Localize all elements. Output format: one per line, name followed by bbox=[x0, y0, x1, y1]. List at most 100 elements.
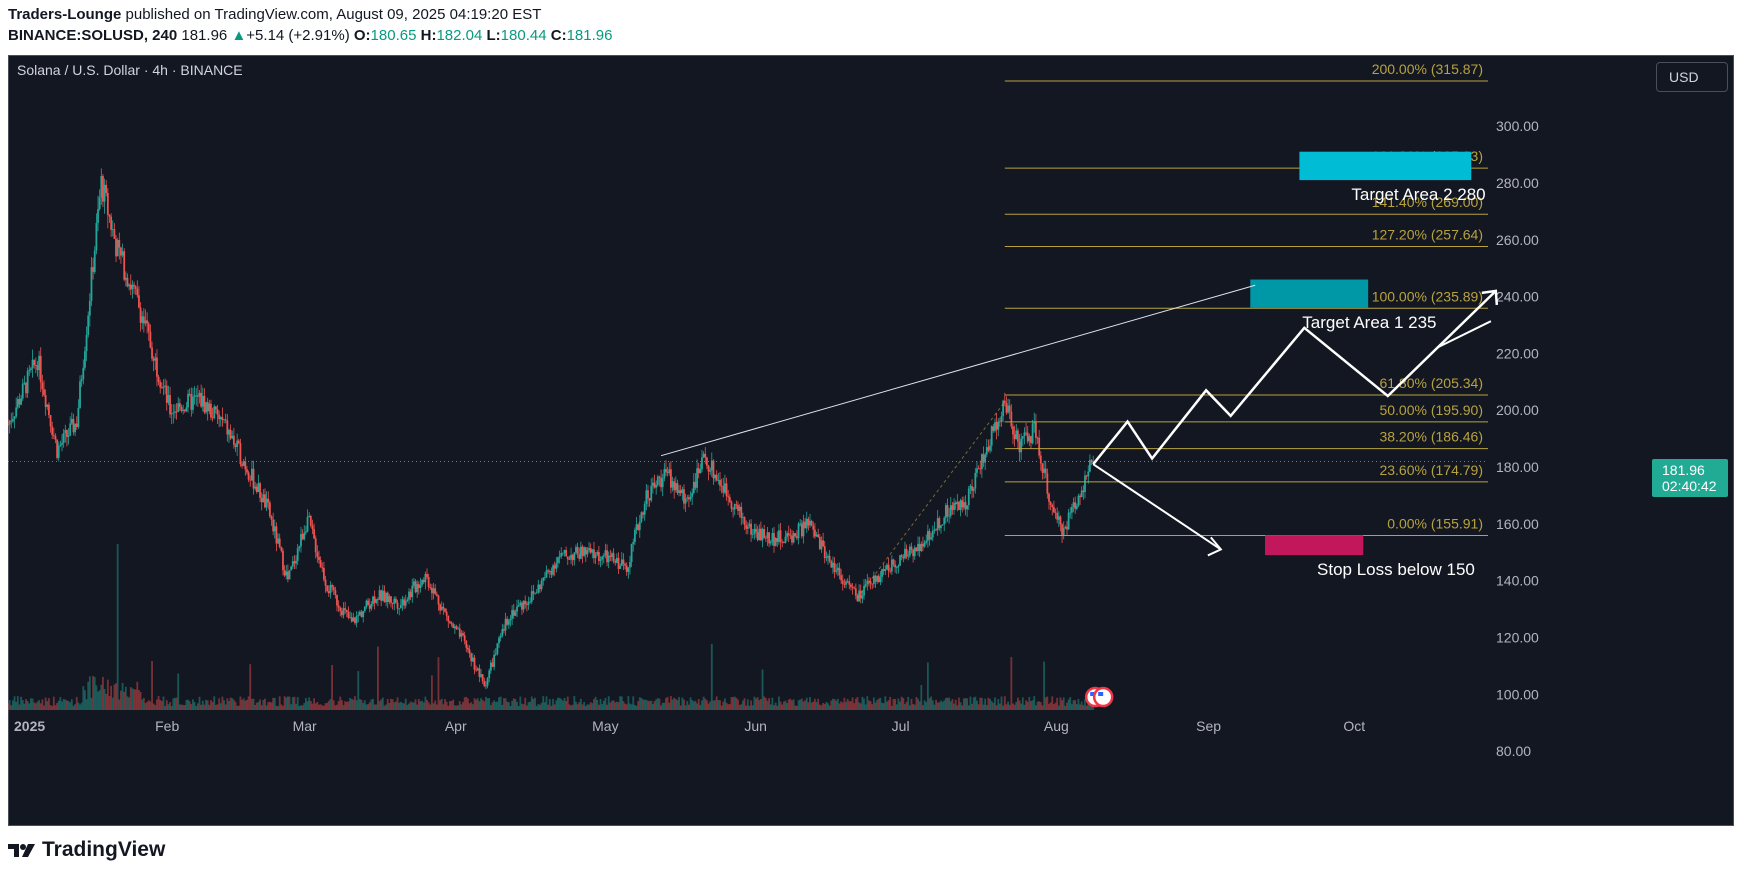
chart-panel[interactable] bbox=[8, 55, 1734, 826]
candle bbox=[275, 522, 278, 552]
candle bbox=[730, 500, 733, 512]
candle bbox=[249, 475, 252, 487]
candle bbox=[822, 532, 825, 547]
candle bbox=[15, 397, 18, 419]
candle bbox=[879, 571, 882, 586]
current-price-tag: 181.96 02:40:42 bbox=[1652, 459, 1728, 497]
volume-bar bbox=[12, 700, 14, 710]
volume-bar bbox=[1008, 704, 1011, 710]
y-tick-label: 200.00 bbox=[1496, 402, 1539, 418]
candle bbox=[205, 402, 207, 415]
candle bbox=[103, 178, 106, 214]
volume-bar bbox=[669, 696, 672, 710]
candle bbox=[908, 544, 911, 558]
volume-bar bbox=[70, 699, 73, 710]
fib-level-label: 141.40% (269.00) bbox=[1372, 194, 1483, 210]
candle bbox=[990, 425, 993, 452]
volume-bar bbox=[676, 700, 679, 710]
candle bbox=[581, 544, 584, 564]
candle bbox=[782, 541, 785, 544]
author-name[interactable]: Traders-Lounge bbox=[8, 6, 122, 23]
candle bbox=[725, 477, 728, 501]
candle bbox=[82, 359, 85, 385]
candle bbox=[570, 547, 572, 565]
volume-bar bbox=[707, 703, 710, 710]
volume-bar bbox=[853, 703, 856, 710]
volume-bar bbox=[918, 701, 921, 710]
volume-bar bbox=[913, 704, 916, 710]
volume-bar bbox=[141, 699, 144, 710]
candle bbox=[49, 415, 52, 433]
volume-bar bbox=[30, 698, 32, 710]
volume-bar bbox=[390, 698, 392, 710]
volume-bar bbox=[782, 701, 785, 710]
volume-bar bbox=[725, 702, 728, 710]
candle bbox=[1005, 396, 1008, 415]
volume-bar bbox=[656, 698, 659, 710]
candle bbox=[1012, 423, 1014, 445]
volume-bar bbox=[352, 699, 355, 710]
tradingview-icon bbox=[8, 844, 35, 857]
volume-bar bbox=[912, 704, 915, 710]
candle bbox=[922, 536, 924, 552]
candle bbox=[809, 513, 811, 528]
currency-button[interactable]: USD bbox=[1656, 62, 1728, 92]
candle bbox=[164, 378, 167, 395]
candle bbox=[336, 594, 338, 612]
volume-bar bbox=[413, 702, 415, 710]
volume-bar bbox=[589, 702, 592, 710]
volume-bar bbox=[146, 701, 149, 710]
volume-bar bbox=[872, 697, 875, 710]
candle bbox=[766, 527, 769, 546]
volume-bar bbox=[177, 673, 180, 710]
volume-bar bbox=[846, 698, 849, 710]
candle bbox=[753, 523, 756, 540]
volume-bar bbox=[514, 699, 517, 710]
candle bbox=[169, 386, 171, 418]
volume-bar bbox=[802, 701, 805, 710]
volume-bar bbox=[869, 701, 872, 710]
candle bbox=[890, 555, 893, 575]
candle bbox=[720, 478, 723, 494]
candle bbox=[697, 462, 700, 479]
volume-bar bbox=[651, 703, 654, 710]
candle bbox=[900, 553, 903, 561]
candle bbox=[54, 433, 57, 444]
x-tick-label: Sep bbox=[1196, 718, 1221, 734]
volume-bar bbox=[69, 702, 72, 710]
candle bbox=[1033, 412, 1036, 433]
candle bbox=[889, 567, 892, 574]
volume-bar bbox=[113, 684, 116, 710]
candle bbox=[666, 466, 669, 477]
price-chart[interactable]: Solana / U.S. Dollar · 4h · BINANCE 300.0… bbox=[8, 55, 1734, 826]
volume-bar bbox=[1067, 699, 1070, 710]
volume-bar bbox=[992, 702, 995, 710]
volume-bar bbox=[850, 701, 852, 710]
candle bbox=[439, 603, 442, 615]
volume-bar bbox=[1048, 703, 1050, 710]
volume-bar bbox=[612, 700, 615, 710]
tradingview-logo[interactable]: TradingView bbox=[8, 836, 165, 864]
candle bbox=[160, 382, 163, 389]
candle bbox=[52, 427, 55, 440]
volume-bar bbox=[794, 705, 797, 710]
volume-bar bbox=[385, 704, 387, 710]
volume-bar bbox=[378, 701, 381, 710]
volume-bar bbox=[949, 701, 952, 710]
volume-bar bbox=[882, 703, 885, 710]
candle bbox=[159, 379, 162, 394]
candle bbox=[516, 599, 518, 618]
volume-bar bbox=[229, 697, 232, 710]
volume-bar bbox=[894, 698, 897, 710]
candle bbox=[797, 522, 800, 545]
candle bbox=[707, 464, 710, 481]
candle bbox=[293, 555, 296, 570]
candle bbox=[395, 596, 397, 604]
volume-bar bbox=[704, 698, 707, 710]
volume-bar bbox=[774, 702, 777, 710]
candle bbox=[48, 402, 50, 419]
volume-bar bbox=[984, 698, 987, 710]
candle bbox=[645, 483, 648, 511]
volume-bar bbox=[167, 704, 170, 710]
volume-bar bbox=[419, 701, 422, 710]
